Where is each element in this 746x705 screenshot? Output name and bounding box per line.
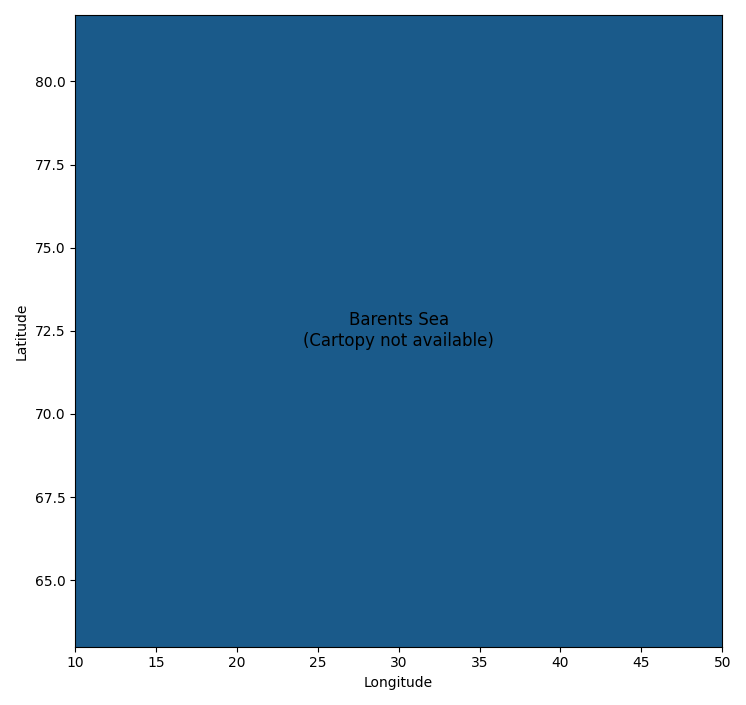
Y-axis label: Latitude: Latitude bbox=[15, 302, 29, 360]
X-axis label: Longitude: Longitude bbox=[364, 676, 433, 690]
Text: Barents Sea
(Cartopy not available): Barents Sea (Cartopy not available) bbox=[303, 312, 494, 350]
